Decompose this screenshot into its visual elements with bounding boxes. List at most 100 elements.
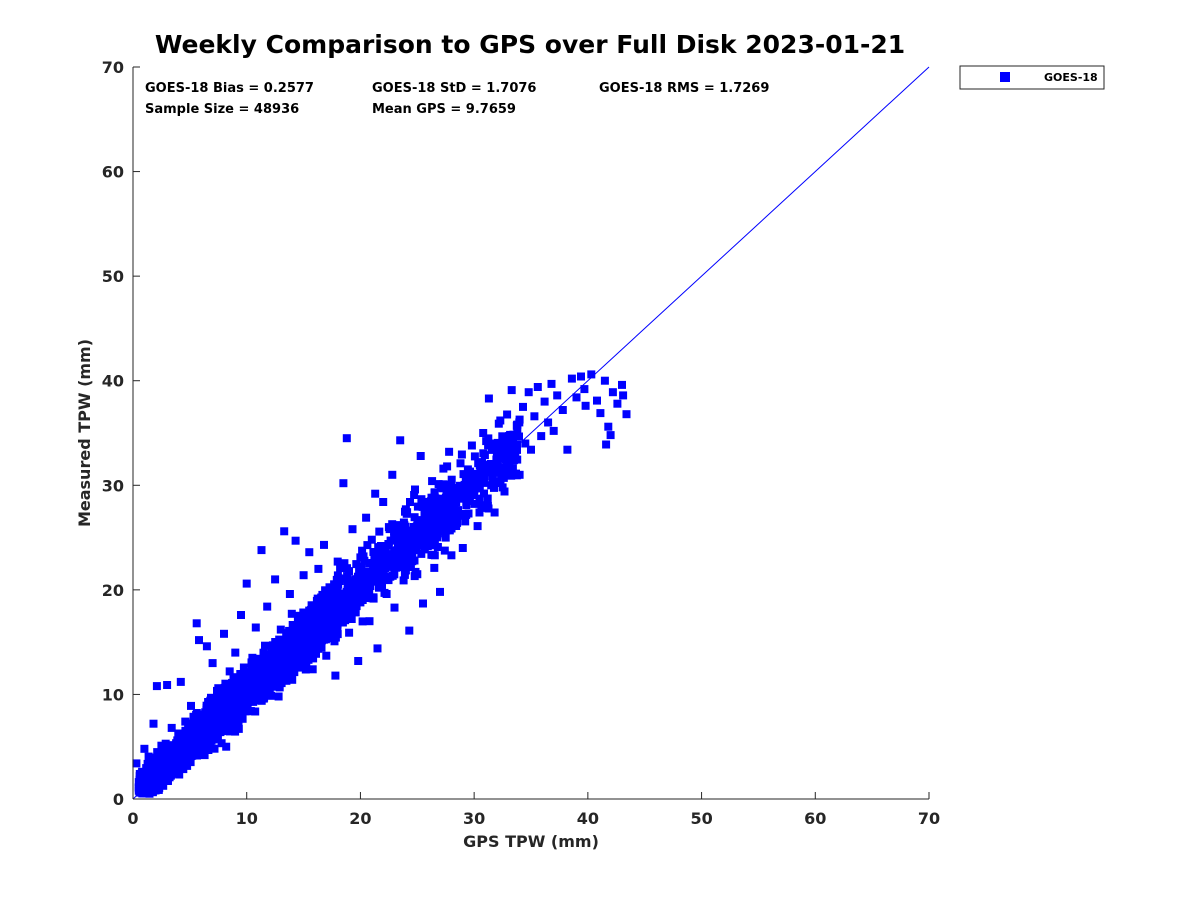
core-point xyxy=(217,739,226,748)
core-point xyxy=(331,587,340,596)
core-point xyxy=(205,709,214,718)
core-point xyxy=(363,573,372,582)
core-point xyxy=(233,680,242,689)
data-point xyxy=(325,586,334,595)
data-point xyxy=(606,431,615,440)
core-point xyxy=(347,607,356,615)
core-point xyxy=(509,438,517,447)
data-point xyxy=(333,557,342,566)
data-point xyxy=(371,489,380,498)
core-point xyxy=(312,649,320,658)
core-point xyxy=(324,608,333,617)
core-point xyxy=(186,758,195,767)
core-point xyxy=(149,763,158,772)
core-point xyxy=(278,671,287,679)
core-point xyxy=(501,455,510,464)
data-points xyxy=(132,370,631,798)
data-point xyxy=(384,523,393,532)
data-point xyxy=(394,541,402,550)
core-point xyxy=(398,535,407,544)
core-point xyxy=(425,507,434,516)
data-point xyxy=(339,479,348,488)
data-point xyxy=(608,388,617,397)
core-point xyxy=(286,648,295,657)
core-point xyxy=(408,534,416,542)
data-point xyxy=(373,644,382,653)
core-point xyxy=(197,715,206,724)
core-point xyxy=(302,631,311,640)
stat-rms: GOES-18 RMS = 1.7269 xyxy=(599,81,769,96)
data-point xyxy=(479,429,488,437)
core-point xyxy=(406,498,414,506)
core-point xyxy=(250,678,259,687)
data-point xyxy=(192,619,201,628)
core-point xyxy=(320,620,329,629)
core-point xyxy=(218,705,227,714)
core-point xyxy=(453,512,462,520)
data-point xyxy=(150,782,159,791)
core-point xyxy=(484,434,493,443)
data-point xyxy=(140,744,149,753)
core-point xyxy=(475,484,484,493)
data-point xyxy=(563,445,572,454)
data-point xyxy=(251,623,260,632)
data-point xyxy=(453,518,462,527)
core-point xyxy=(397,548,406,557)
stat-std: GOES-18 StD = 1.7076 xyxy=(372,81,536,96)
data-point xyxy=(549,426,558,435)
data-point xyxy=(428,477,437,486)
core-point xyxy=(400,570,409,579)
core-point xyxy=(269,677,278,686)
core-point xyxy=(495,454,504,463)
core-point xyxy=(273,640,282,649)
core-point xyxy=(493,464,502,473)
data-point xyxy=(282,654,291,663)
core-point xyxy=(355,567,364,576)
core-point xyxy=(444,480,453,489)
core-point xyxy=(384,576,393,585)
data-point xyxy=(212,731,220,740)
data-point xyxy=(314,564,323,573)
x-axis-ticks: 0 10 20 30 40 50 60 70 xyxy=(127,792,940,828)
core-point xyxy=(290,656,299,665)
core-point xyxy=(345,567,353,576)
data-point xyxy=(246,707,255,716)
core-point xyxy=(136,782,144,791)
core-point xyxy=(480,489,488,498)
legend-box xyxy=(959,65,1105,90)
core-point xyxy=(444,505,453,514)
data-point xyxy=(467,441,476,450)
core-point xyxy=(480,451,489,460)
data-point xyxy=(433,500,442,509)
core-point xyxy=(503,439,512,448)
data-point xyxy=(618,380,626,389)
core-point xyxy=(257,683,266,691)
core-point xyxy=(220,698,228,707)
data-point xyxy=(359,592,368,601)
data-point xyxy=(169,767,178,776)
data-point xyxy=(268,641,277,650)
core-point xyxy=(229,674,238,682)
core-point xyxy=(484,441,493,450)
core-point xyxy=(139,787,148,796)
core-point xyxy=(290,621,299,630)
data-point xyxy=(613,399,622,408)
core-point xyxy=(427,497,435,506)
data-point xyxy=(622,410,631,419)
core-point xyxy=(319,591,328,600)
data-point xyxy=(513,420,522,429)
data-point xyxy=(159,763,168,772)
core-point xyxy=(204,746,213,754)
data-point xyxy=(524,388,533,397)
core-point xyxy=(372,564,381,573)
data-point xyxy=(348,525,357,534)
data-point xyxy=(379,498,388,506)
data-point xyxy=(163,681,172,689)
x-tick-label: 50 xyxy=(690,809,712,828)
core-point xyxy=(406,563,415,571)
core-point xyxy=(304,653,313,662)
data-point xyxy=(152,682,161,691)
core-point xyxy=(447,475,456,484)
core-point xyxy=(475,508,484,517)
